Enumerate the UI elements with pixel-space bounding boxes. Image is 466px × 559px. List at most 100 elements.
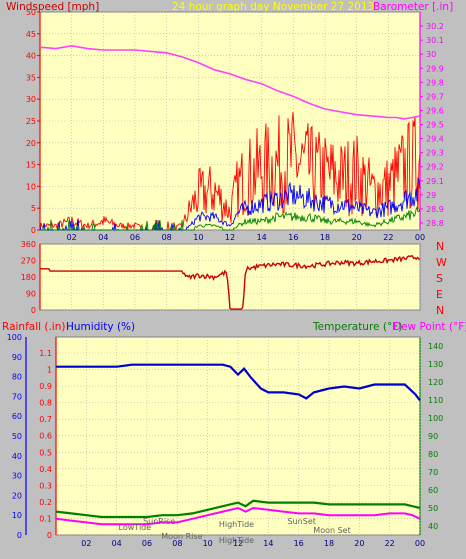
x-tick-label: 20: [354, 539, 364, 548]
x-tick-label: 02: [67, 233, 77, 242]
compass-label: S: [436, 272, 443, 285]
temp-tick-label: 40: [428, 522, 438, 531]
x-tick-label: 14: [257, 233, 267, 242]
temp-tick-label: 130: [428, 360, 443, 369]
temp-humidity-chart: 0 10 20 30 40 50 60 70 80 90 100 0 0.1 0.2 0.3 0.4 0.5 0.…: [7, 333, 444, 548]
temp-tick-label: 100: [428, 414, 443, 423]
event-annotation: SunSet: [288, 517, 316, 526]
rain-tick-label: 0.2: [39, 498, 52, 507]
x-tick-label: 14: [263, 539, 273, 548]
x-tick-label: 06: [130, 233, 140, 242]
humidity-tick-label: 50: [12, 432, 22, 441]
temp-tick-label: 110: [428, 396, 443, 405]
humidity-tick-label: 40: [12, 452, 22, 461]
humidity-tick-label: 70: [12, 392, 22, 401]
y2-tick-label: 29.6: [426, 106, 444, 115]
y-tick-label: 40: [26, 52, 36, 61]
y2-tick-label: 30.2: [426, 22, 444, 31]
rain-tick-label: 0.3: [39, 481, 52, 490]
y-tick-label: 15: [26, 161, 36, 170]
temp-tick-label: 50: [428, 504, 438, 513]
x-tick-label: 20: [352, 233, 362, 242]
y-tick-label: 270: [21, 257, 36, 266]
compass-label: E: [436, 288, 443, 301]
y2-tick-label: 29.4: [426, 135, 444, 144]
series-temperature-line: [55, 499, 421, 519]
event-annotation: SunRise: [143, 517, 175, 526]
y2-tick-label: 29.1: [426, 177, 444, 186]
x-tick-label: 10: [203, 539, 213, 548]
y2-tick-label: 29.3: [426, 149, 444, 158]
y2-tick-label: 29.5: [426, 121, 444, 130]
rain-tick-label: 0.6: [39, 432, 52, 441]
humidity-tick-label: 30: [12, 472, 22, 481]
rain-tick-label: 0.1: [39, 514, 52, 523]
barometer-axis-title: Barometer [.in]: [373, 1, 453, 13]
temp-tick-label: 80: [428, 450, 438, 459]
y-tick-label: 20: [26, 139, 36, 148]
y-tick-label: 45: [26, 30, 36, 39]
x-tick-label: 10: [193, 233, 203, 242]
event-annotation: Moon Rise: [161, 532, 202, 541]
y2-tick-label: 28.8: [426, 219, 444, 228]
humidity-tick-label: 20: [12, 491, 22, 500]
compass-label: W: [436, 256, 447, 269]
humidity-tick-label: 0: [17, 531, 22, 540]
y-tick-label: 35: [26, 73, 36, 82]
temperature-axis-title: Temperature (°F): [312, 321, 402, 333]
y2-tick-label: 29.9: [426, 64, 444, 73]
rainfall-axis-title: Rainfall (.in): [2, 321, 65, 333]
graph-title: 24 hour graph day November 27 2013: [172, 1, 374, 13]
series-humidity-line: [56, 363, 421, 402]
x-tick-label: 12: [233, 539, 243, 548]
rain-tick-label: 0: [47, 531, 52, 540]
temp-tick-label: 90: [428, 432, 438, 441]
event-annotation: Moon Set: [313, 526, 350, 535]
event-annotation: HighTide: [219, 536, 254, 545]
y2-tick-label: 29.7: [426, 92, 444, 101]
temp-tick-label: 60: [428, 486, 438, 495]
x-tick-label: 02: [81, 539, 91, 548]
x-tick-label: 08: [162, 233, 172, 242]
x-tick-label: 04: [98, 233, 108, 242]
x-tick-label: 18: [324, 539, 334, 548]
x-tick-label: 22: [385, 539, 395, 548]
x-tick-label: 04: [112, 539, 122, 548]
y-tick-label: 25: [26, 117, 36, 126]
wind-barometer-chart: 0 5 10 15 20 25 30 35 40 45 50 02 04 06 08 10 12 14 16 18 20…: [26, 8, 444, 242]
y2-tick-label: 29.2: [426, 163, 444, 172]
y-tick-label: 50: [26, 8, 36, 17]
y2-tick-label: 28.9: [426, 205, 444, 214]
series-low-line: [40, 205, 421, 232]
x-tick-label: 06: [142, 539, 152, 548]
x-tick-label: 16: [294, 539, 304, 548]
y-tick-label: 30: [26, 95, 36, 104]
humidity-tick-label: 10: [12, 511, 22, 520]
y-tick-label: 5: [31, 204, 36, 213]
rain-tick-label: 0.4: [39, 465, 52, 474]
x-tick-label: 18: [320, 233, 330, 242]
rain-tick-label: 0.5: [39, 448, 52, 457]
rain-tick-label: 1.1: [39, 349, 52, 358]
y-tick-label: 360: [21, 240, 36, 249]
series-dewpoint-line: [55, 506, 421, 526]
y2-tick-label: 29.8: [426, 78, 444, 87]
x-tick-label: 08: [172, 539, 182, 548]
humidity-tick-label: 80: [12, 373, 22, 382]
y-tick-label: 90: [26, 290, 36, 299]
compass-label: N: [436, 304, 444, 317]
event-annotation: HighTide: [219, 520, 254, 529]
rain-tick-label: 1: [47, 366, 52, 375]
humidity-tick-label: 90: [12, 353, 22, 362]
y-tick-label: 10: [26, 182, 36, 191]
y2-tick-label: 30: [426, 50, 436, 59]
humidity-axis-title: Humidity (%): [66, 321, 135, 333]
temp-tick-label: 140: [428, 342, 443, 351]
compass-label: N: [436, 240, 444, 253]
series-direction-line: [40, 255, 421, 310]
dewpoint-axis-title: Dew Point (°F): [393, 321, 466, 333]
rain-tick-label: 0.9: [39, 382, 52, 391]
